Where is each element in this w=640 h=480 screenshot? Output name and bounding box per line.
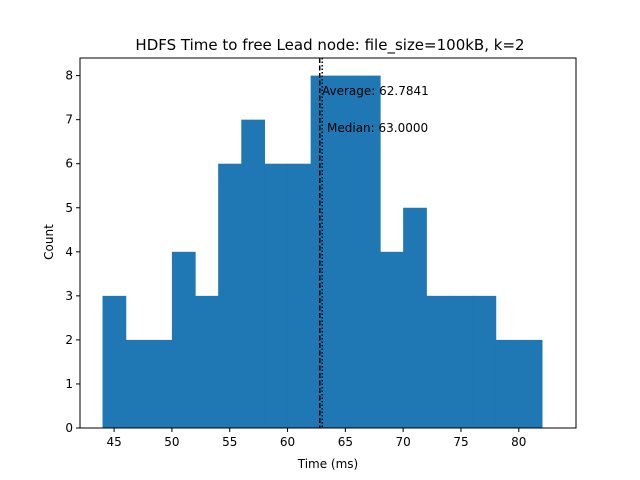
plot-area-frame bbox=[79, 57, 577, 429]
histogram-bar-17 bbox=[495, 339, 520, 428]
histogram-bar-7 bbox=[264, 163, 289, 428]
median-annotation: Median: 63.0000 bbox=[327, 121, 428, 135]
y-tick-label: 6 bbox=[65, 157, 73, 171]
average-annotation: Average: 62.7841 bbox=[322, 84, 429, 98]
histogram-bar-6 bbox=[241, 119, 266, 429]
x-tick-label: 50 bbox=[164, 435, 179, 449]
x-axis-ticks: 45 50 55 60 65 70 75 80 bbox=[106, 428, 526, 449]
histogram-bars bbox=[102, 75, 543, 429]
histogram-bar-16 bbox=[472, 295, 497, 428]
histogram-bar-15 bbox=[449, 295, 474, 428]
y-tick-label: 0 bbox=[65, 421, 73, 435]
histogram-bar-3 bbox=[171, 251, 196, 428]
y-tick-label: 2 bbox=[65, 333, 73, 347]
x-tick-label: 75 bbox=[453, 435, 468, 449]
x-tick-label: 45 bbox=[106, 435, 121, 449]
histogram-bar-18 bbox=[518, 339, 543, 428]
y-tick-label: 3 bbox=[65, 289, 73, 303]
y-tick-label: 7 bbox=[65, 113, 73, 127]
x-tick-label: 70 bbox=[396, 435, 411, 449]
histogram-bar-2 bbox=[148, 339, 173, 428]
chart-title: HDFS Time to free Lead node: file_size=1… bbox=[135, 36, 524, 55]
y-tick-label: 5 bbox=[65, 201, 73, 215]
histogram-bar-10 bbox=[333, 75, 358, 428]
histogram-bar-11 bbox=[356, 75, 381, 428]
y-tick-label: 1 bbox=[65, 377, 73, 391]
x-tick-label: 65 bbox=[338, 435, 353, 449]
x-tick-label: 80 bbox=[511, 435, 526, 449]
x-tick-label: 55 bbox=[222, 435, 237, 449]
histogram-bar-12 bbox=[380, 251, 404, 428]
histogram-bar-14 bbox=[426, 295, 450, 428]
reference-lines bbox=[318, 58, 323, 428]
y-axis-label: Count bbox=[42, 224, 56, 260]
histogram-bar-13 bbox=[403, 207, 427, 428]
histogram-bar-5 bbox=[218, 163, 242, 428]
histogram-bar-0 bbox=[102, 295, 127, 428]
y-tick-label: 4 bbox=[65, 245, 73, 259]
y-tick-label: 8 bbox=[65, 69, 73, 83]
y-axis-ticks: 0 1 2 3 4 5 6 7 8 bbox=[65, 69, 80, 435]
x-axis-label: Time (ms) bbox=[297, 457, 359, 471]
histogram-bar-4 bbox=[195, 295, 219, 428]
histogram-bar-1 bbox=[125, 339, 150, 428]
x-tick-label: 60 bbox=[280, 435, 295, 449]
histogram-bar-8 bbox=[287, 163, 312, 428]
